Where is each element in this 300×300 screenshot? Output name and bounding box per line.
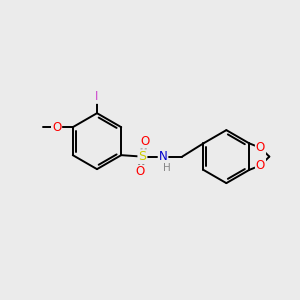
Text: O: O — [256, 141, 265, 154]
Text: N: N — [159, 150, 167, 163]
Text: O: O — [52, 121, 61, 134]
Text: H: H — [163, 163, 170, 173]
Text: O: O — [256, 159, 265, 172]
Text: O: O — [140, 135, 149, 148]
Text: S: S — [138, 150, 146, 163]
Text: I: I — [95, 90, 99, 103]
Text: O: O — [135, 165, 145, 178]
